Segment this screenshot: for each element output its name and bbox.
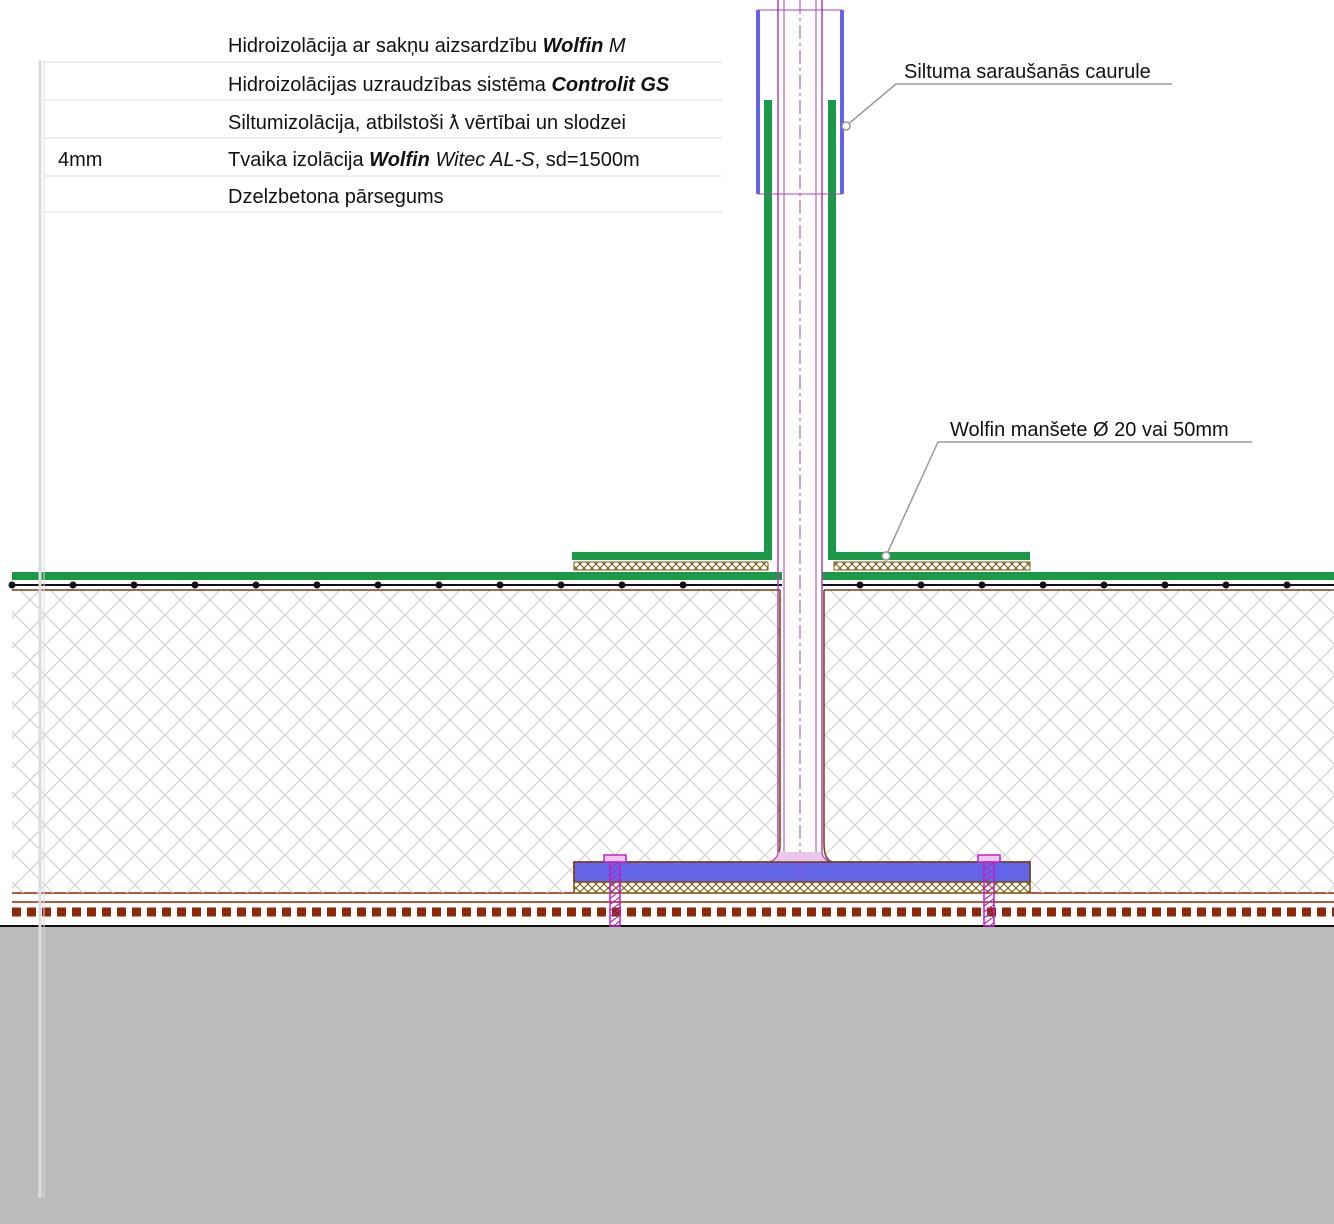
controlit-gs-dots [8,581,1291,589]
callout-shrink-tube-label: Siltuma saraušanās caurule [904,61,1151,83]
legend-row-4-thickness: 4mm [58,149,102,171]
vapour-barrier-layer [12,892,1334,917]
controlit-dot [496,581,504,589]
controlit-dot [1100,581,1108,589]
anchor-bolt-right [977,854,1001,927]
controlit-dot [978,581,986,589]
controlit-dot [69,581,77,589]
controlit-dot [856,581,864,589]
controlit-dot [374,581,382,589]
controlit-dot [1283,581,1291,589]
concrete-slab [0,926,1334,1224]
callout-cuff-label: Wolfin manšete Ø 20 vai 50mm [950,419,1229,441]
controlit-dot [8,581,16,589]
legend-row-5: Dzelzbetona pārsegums [228,186,444,208]
base-plate [573,861,1031,894]
shrink-tube [756,10,844,194]
controlit-dot [130,581,138,589]
controlit-dot [313,581,321,589]
controlit-dot [435,581,443,589]
controlit-dot [1039,581,1047,589]
legend-row-2: Hidroizolācijas uzraudzības sistēma Cont… [228,74,670,96]
insulation-right [824,590,1334,893]
insulation-left [12,590,780,893]
anchor-bolt-left [603,854,627,927]
controlit-dot [917,581,925,589]
controlit-dot [191,581,199,589]
pipe [758,0,842,880]
controlit-dot [1161,581,1169,589]
callout-cuff: Wolfin manšete Ø 20 vai 50mm [881,419,1252,561]
controlit-dot [557,581,565,589]
controlit-dot [1222,581,1230,589]
controlit-dot [618,581,626,589]
legend-row-3: Siltumizolācija, atbilstoši ƛ vērtībai u… [228,112,626,134]
legend-frame [38,60,722,1198]
callout-shrink-tube: Siltuma saraušanās caurule [841,61,1172,131]
legend-row-1: Hidroizolācija ar sakņu aizsardzību Wolf… [228,35,626,57]
wolfin-cuff [572,100,1031,571]
controlit-dot [252,581,260,589]
controlit-dot [679,581,687,589]
legend-row-4: Tvaika izolācija Wolfin Witec AL-S, sd=1… [228,149,640,171]
